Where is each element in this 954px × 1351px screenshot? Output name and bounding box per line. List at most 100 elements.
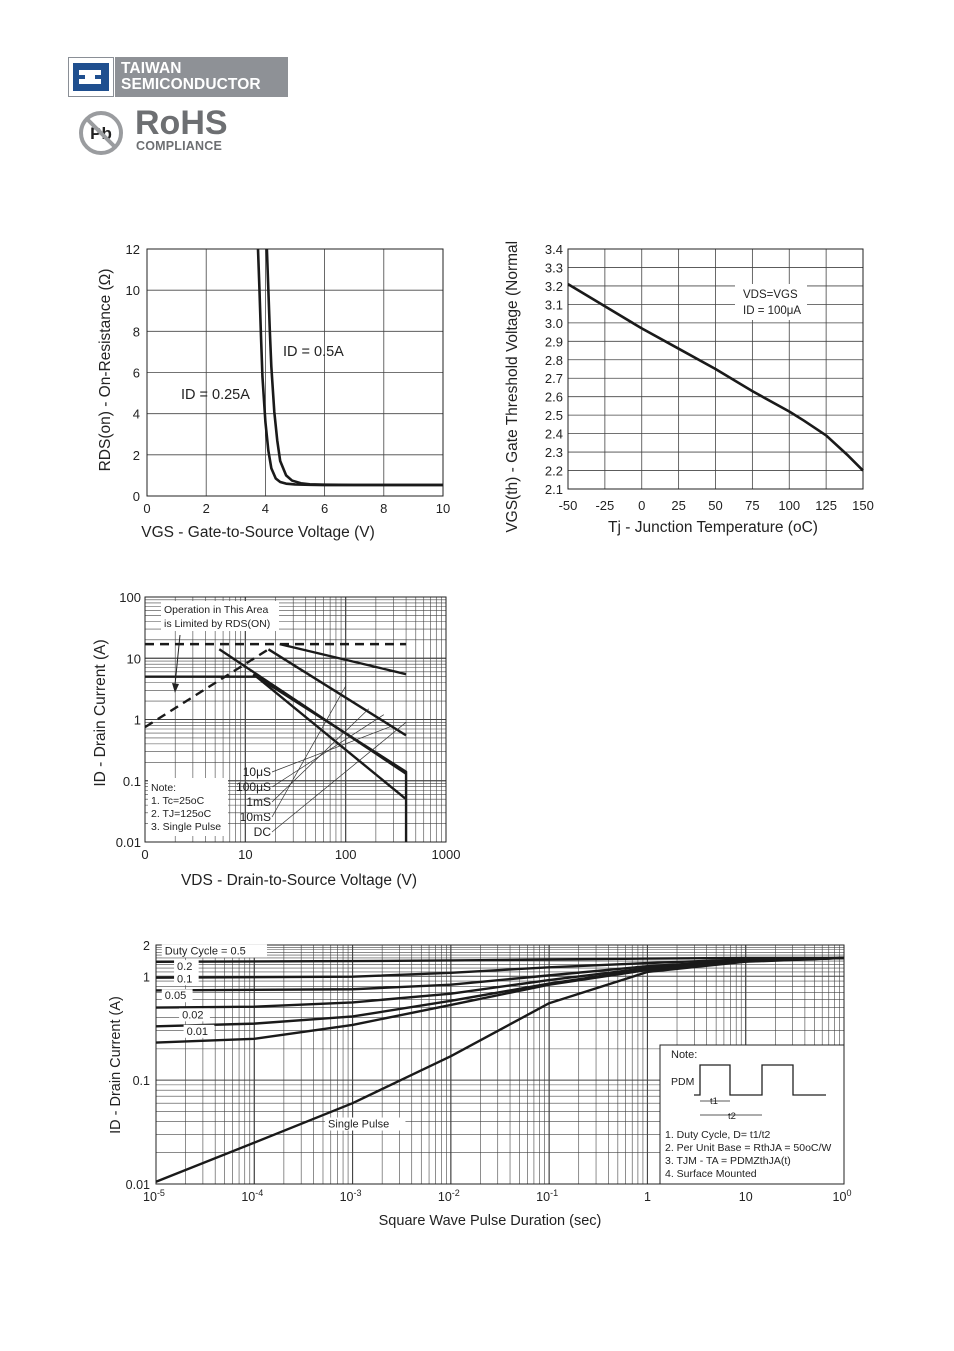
chart4-xtick: 100	[833, 1188, 852, 1204]
chart1-grid	[146, 248, 444, 497]
chart-transient: 10-5 10-4 10-3 10-2 10-1 1 10 100 0.01 0.1 1 2 Duty…	[108, 939, 852, 1229]
chart3-leader-line	[271, 714, 385, 788]
chart1-xtick: 4	[262, 501, 269, 516]
chart4-ytick: 2	[143, 939, 150, 953]
chart4-note-0: Note:	[671, 1049, 697, 1061]
chart1-label-id025: ID = 0.25A	[181, 387, 250, 403]
company-line-1: TAIWAN	[121, 60, 182, 77]
chart4-note-t2: t2	[728, 1111, 736, 1122]
chart2-ytick: 2.7	[545, 371, 563, 386]
chart-rdson-vs-vgs: 0 2 4 6 8 10 0 2 4 6 8 10 12 VGS - Gate-to-Source Vo…	[97, 242, 450, 541]
chart2-ytick: 3.0	[545, 316, 563, 331]
chart4-note-7: 4. Surface Mounted	[665, 1168, 757, 1180]
chart2-ytick: 2.3	[545, 445, 563, 460]
chart1-series-line-0	[256, 248, 443, 487]
chart3-series-line-2	[279, 642, 407, 676]
chart4-series-label: Duty Cycle = 0.5	[165, 946, 246, 958]
chart4-ytick: 0.01	[126, 1178, 150, 1192]
chart3-annotation-2: is Limited by RDS(ON)	[164, 618, 270, 630]
chart2-ytick: 3.2	[545, 279, 563, 294]
chart3-ytick: 100	[119, 590, 141, 605]
chart2-ytick: 2.5	[545, 408, 563, 423]
chart3-annotation-bg	[161, 601, 279, 631]
chart3-xtick: 10	[238, 847, 252, 862]
chart2-xtick: 100	[778, 498, 800, 513]
chart1-xtick: 0	[143, 501, 150, 516]
chart4-xtick: 10-1	[536, 1188, 558, 1204]
chart2-ytick: 2.2	[545, 464, 563, 479]
chart2-series	[567, 282, 864, 472]
chart2-ytick: 2.1	[545, 482, 563, 497]
chart2-ytick: 2.4	[545, 427, 563, 442]
chart2-xlabel: Tj - Junction Temperature (oC)	[608, 519, 818, 536]
chart3-series-line-4	[252, 673, 407, 801]
chart3-frame	[144, 596, 447, 843]
chart4-note-5: 2. Per Unit Base = RthJA = 50oC/W	[665, 1142, 831, 1154]
chart2-frame	[567, 248, 864, 490]
chart3-xtick: 1000	[432, 847, 461, 862]
chart2-xtick: 25	[671, 498, 685, 513]
chart3-ytick: 1	[134, 713, 141, 728]
chart2-ytick: 3.1	[545, 297, 563, 312]
chart4-ylabel: ID - Drain Current (A)	[108, 996, 124, 1134]
chart4-series-label: 0.1	[177, 973, 192, 985]
chart4-series-label-bg	[161, 944, 267, 958]
chart3-note-1: 1. Tc=25oC	[151, 795, 205, 807]
chart2-xtick: 75	[745, 498, 759, 513]
chart4-xtick: 10-4	[241, 1188, 263, 1204]
chart3-ticks: 0 10 100 1000 0.01 0.1 1 10 100	[116, 590, 461, 862]
chart1-ytick: 12	[126, 242, 140, 257]
chart4-series-label-bg	[179, 1008, 210, 1022]
chart3-series-line-0	[144, 648, 270, 729]
chart4-series	[155, 956, 845, 1183]
chart3-xtick: 0	[141, 847, 148, 862]
chart4-series-label: 0.2	[177, 961, 192, 973]
chart3-note-0: Note:	[151, 782, 176, 794]
chart2-xtick: -50	[559, 498, 578, 513]
chart3-annotation-arrowhead	[172, 683, 179, 693]
chart3-annotation-arrow	[174, 634, 181, 686]
chart4-series-label: 0.02	[182, 1009, 203, 1021]
chart3-xlabel: VDS - Drain-to-Source Voltage (V)	[181, 872, 417, 889]
chart2-ylabel: VGS(th) - Gate Threshold Voltage (Normal…	[504, 240, 521, 533]
chart4-note-4: 1. Duty Cycle, D= t1/t2	[665, 1129, 770, 1141]
chart3-series	[144, 642, 408, 842]
chart2-ytick: 2.8	[545, 353, 563, 368]
chart4-note-box: Note: PDM t1 t2 1. Duty Cycle, D= t1/t2 …	[659, 1044, 845, 1185]
chart4-series-label: 0.05	[165, 990, 186, 1002]
chart4-note-t1: t1	[710, 1096, 718, 1107]
chart2-xtick: 0	[638, 498, 645, 513]
chart3-series-label: DC	[254, 825, 272, 839]
chart4-series-line-6	[155, 956, 845, 1183]
chart4-note-pdm: PDM	[671, 1076, 694, 1088]
chart3-note-2: 2. TJ=125oC	[151, 808, 212, 820]
chart2-grid	[567, 248, 864, 490]
chart3-ytick: 0.1	[123, 774, 141, 789]
chart4-xtick: 1	[644, 1190, 651, 1204]
chart1-xlabel: VGS - Gate-to-Source Voltage (V)	[141, 524, 374, 541]
chart4-xtick: 10	[739, 1190, 753, 1204]
chart3-series-label: 100μS	[236, 780, 271, 794]
chart4-series-line-0	[155, 956, 844, 963]
chart3-series-label: 10μS	[243, 765, 271, 779]
chart3-series-line-3	[267, 648, 407, 737]
chart3-ylabel: ID - Drain Current (A)	[92, 639, 109, 786]
chart2-xtick: 150	[852, 498, 874, 513]
chart4-ticks: 10-5 10-4 10-3 10-2 10-1 1 10 100 0.01 0.1 1 2	[126, 939, 852, 1204]
rohs-title: RoHS	[135, 104, 228, 142]
chart-soa: 0 10 100 1000 0.01 0.1 1 10 100 Operation in Thi…	[92, 590, 461, 889]
chart4-series-label-bg	[183, 1024, 215, 1038]
chart2-annotation-1: VDS=VGS	[743, 289, 798, 301]
chart4-series-label-bg	[174, 960, 199, 974]
chart2-series-line	[567, 282, 864, 472]
company-logo-icon	[68, 57, 114, 97]
chart3-note-3: 3. Single Pulse	[151, 821, 221, 833]
chart2-ylabel-text: VGS(th) - Gate Threshold Voltage (Normal…	[504, 240, 521, 533]
chart1-ytick: 4	[133, 407, 140, 422]
chart3-leader-line	[271, 686, 346, 818]
chart4-xlabel: Square Wave Pulse Duration (sec)	[379, 1213, 602, 1229]
chart3-series-line-6	[145, 675, 408, 842]
chart4-series-label: Single Pulse	[328, 1119, 389, 1131]
chart3-leader-line	[271, 708, 370, 803]
